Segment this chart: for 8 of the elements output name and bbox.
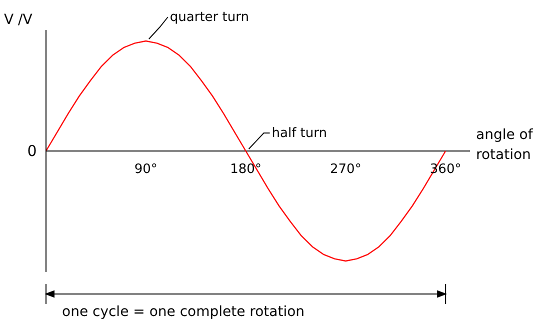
x-tick-label: 270° xyxy=(330,162,362,177)
y-axis-title: V /V xyxy=(4,12,32,28)
annotation: half turn xyxy=(272,126,328,141)
annotation: quarter turn xyxy=(170,10,249,25)
x-tick-label: 90° xyxy=(134,162,158,177)
annotation: 0 xyxy=(27,142,37,160)
x-axis-title: angle of rotation xyxy=(476,126,534,165)
text: one cycle = one complete rotation xyxy=(62,304,305,320)
